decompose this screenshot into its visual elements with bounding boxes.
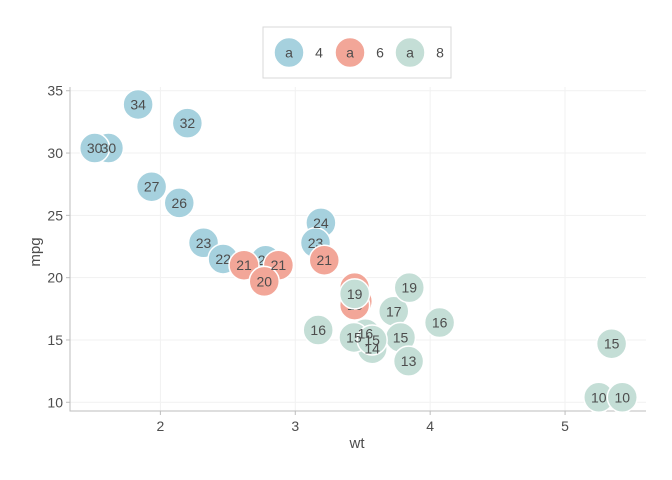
data-label: 16 (310, 322, 326, 338)
y-tick-label: 20 (47, 270, 63, 286)
data-label: 21 (271, 257, 287, 273)
data-label: 10 (614, 389, 630, 405)
data-label: 26 (171, 195, 187, 211)
data-point (302, 314, 334, 346)
x-tick-label: 2 (156, 418, 164, 434)
data-point (78, 132, 111, 164)
data-point (171, 107, 204, 139)
data-point (308, 244, 341, 276)
data-label: 30 (101, 140, 117, 156)
data-point (392, 345, 425, 377)
legend-label: 8 (436, 45, 444, 61)
grid-layer (70, 87, 646, 411)
data-point (122, 88, 154, 121)
data-label: 15 (604, 336, 620, 352)
data-label: 24 (313, 215, 329, 231)
data-label: 15 (346, 329, 362, 345)
data-point (423, 306, 456, 339)
data-label: 19 (347, 286, 363, 302)
data-label: 21 (236, 257, 252, 273)
data-label: 27 (144, 179, 160, 195)
legend-label: 6 (376, 45, 384, 61)
data-label: 14 (364, 341, 380, 357)
data-label: 21 (316, 252, 332, 268)
data-point (248, 265, 280, 298)
legend-key-text: a (346, 45, 354, 61)
points-layer: 2324233230342227263021212121181918201914… (78, 88, 639, 414)
data-label: 20 (256, 273, 272, 289)
data-label: 16 (432, 315, 448, 331)
data-point (595, 327, 628, 360)
y-tick-label: 15 (47, 332, 63, 348)
x-tick-label: 3 (291, 418, 299, 434)
data-label: 19 (401, 280, 417, 296)
data-label: 15 (364, 332, 380, 348)
data-label: 17 (386, 303, 402, 319)
data-point (356, 324, 388, 356)
legend-key-text: a (406, 45, 414, 61)
data-point (606, 381, 639, 414)
legend-key (394, 36, 426, 69)
data-label: 16 (358, 326, 374, 342)
data-label: 13 (401, 353, 417, 369)
y-tick-label: 35 (47, 83, 63, 99)
data-point (393, 271, 426, 304)
legend-key-text: a (285, 45, 293, 61)
legend-key (273, 36, 305, 69)
data-label: 10 (591, 389, 607, 405)
y-axis-title: mpg (27, 237, 44, 266)
data-label: 22 (215, 251, 231, 267)
data-point (135, 170, 168, 203)
y-tick-label: 25 (47, 207, 63, 223)
legend-label: 4 (315, 45, 323, 61)
y-tick-label: 10 (47, 394, 63, 410)
data-point (163, 187, 196, 219)
x-tick-label: 5 (561, 418, 569, 434)
x-tick-label: 4 (426, 418, 434, 434)
data-point (338, 278, 371, 310)
y-tick-label: 30 (47, 145, 63, 161)
data-label: 34 (130, 96, 146, 112)
data-label: 15 (393, 329, 409, 345)
data-label: 32 (180, 115, 196, 131)
data-label: 23 (196, 235, 212, 251)
data-label: 30 (87, 140, 103, 156)
x-axis-title: wt (349, 435, 366, 452)
legend-key (334, 36, 366, 69)
